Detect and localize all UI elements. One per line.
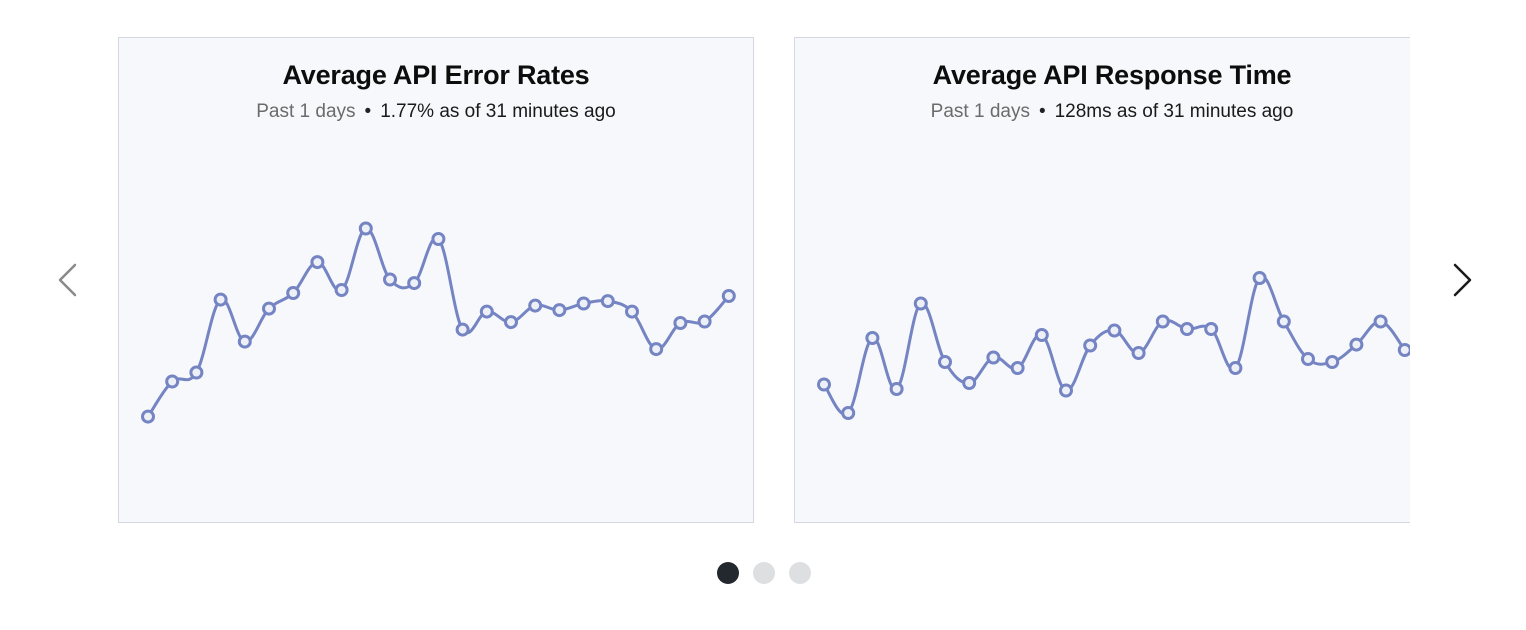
series-line	[822, 275, 1407, 416]
data-point[interactable]	[600, 294, 615, 309]
pagination-dot[interactable]	[717, 562, 739, 584]
data-point[interactable]	[455, 322, 470, 337]
data-point[interactable]	[1010, 361, 1025, 375]
data-point[interactable]	[1034, 328, 1049, 342]
data-point[interactable]	[938, 355, 952, 369]
card-title: Average API Error Rates	[282, 60, 590, 90]
card-period: Past 1 days	[930, 101, 1030, 122]
chevron-left-icon	[58, 263, 77, 297]
data-point[interactable]	[1204, 322, 1219, 336]
data-point[interactable]	[962, 376, 977, 390]
data-point[interactable]	[479, 304, 494, 319]
carousel-prev-button[interactable]	[48, 258, 88, 302]
data-point[interactable]	[528, 298, 543, 313]
carousel-viewport: Average API Error Rates Past 1 days • 1.77…	[118, 37, 1410, 523]
error-rate-card[interactable]: Average API Error Rates Past 1 days • 1.77…	[118, 37, 754, 523]
data-point[interactable]	[286, 286, 301, 300]
card-subtitle: Past 1 days • 1.77% as of 31 minutes ago	[119, 101, 753, 123]
data-point[interactable]	[1131, 346, 1146, 360]
data-point[interactable]	[1301, 352, 1315, 366]
data-point[interactable]	[504, 315, 518, 330]
card-separator: •	[364, 101, 372, 122]
data-point[interactable]	[262, 301, 276, 316]
data-point[interactable]	[1397, 343, 1410, 357]
data-point[interactable]	[358, 221, 373, 236]
data-point[interactable]	[625, 304, 639, 319]
data-point[interactable]	[697, 314, 712, 329]
data-point[interactable]	[1107, 323, 1122, 338]
data-point[interactable]	[141, 409, 155, 424]
data-point[interactable]	[649, 342, 664, 357]
data-point[interactable]	[1325, 355, 1340, 369]
error-rate-sparkline	[141, 221, 736, 424]
data-point[interactable]	[431, 232, 446, 246]
data-point[interactable]	[1373, 314, 1388, 329]
data-point[interactable]	[721, 289, 736, 303]
data-point[interactable]	[576, 296, 591, 311]
data-point[interactable]	[1180, 322, 1194, 336]
data-point[interactable]	[237, 334, 252, 349]
response-time-card[interactable]: Average API Response Time Past 1 days • 12…	[794, 37, 1410, 523]
response-time-sparkline	[817, 271, 1410, 420]
data-point[interactable]	[383, 272, 397, 287]
data-point[interactable]	[673, 316, 688, 330]
carousel-next-button[interactable]	[1442, 258, 1482, 302]
data-point[interactable]	[817, 377, 831, 392]
data-point[interactable]	[1252, 271, 1267, 285]
data-point[interactable]	[165, 374, 180, 389]
card-separator: •	[1038, 101, 1046, 122]
data-point[interactable]	[189, 365, 204, 380]
series-line	[146, 227, 731, 419]
data-point[interactable]	[310, 255, 325, 270]
card-subtitle: Past 1 days • 128ms as of 31 minutes ago	[795, 101, 1410, 123]
data-point[interactable]	[986, 350, 1001, 365]
data-point[interactable]	[1059, 383, 1073, 398]
card-period: Past 1 days	[256, 101, 356, 122]
chevron-right-icon	[1453, 263, 1472, 297]
data-point[interactable]	[889, 382, 904, 396]
data-point[interactable]	[841, 406, 856, 420]
data-point[interactable]	[913, 296, 928, 311]
data-point[interactable]	[213, 292, 228, 307]
data-point[interactable]	[1083, 338, 1098, 353]
card-status: 128ms as of 31 minutes ago	[1054, 101, 1294, 122]
data-point[interactable]	[1349, 337, 1364, 352]
data-point[interactable]	[407, 276, 422, 291]
card-status: 1.77% as of 31 minutes ago	[380, 101, 616, 122]
data-point[interactable]	[334, 283, 349, 297]
data-point[interactable]	[1155, 314, 1170, 329]
pagination-dot[interactable]	[789, 562, 811, 584]
data-point[interactable]	[1228, 361, 1243, 375]
pagination-dot[interactable]	[753, 562, 775, 584]
card-title: Average API Response Time	[932, 60, 1292, 90]
data-point[interactable]	[1276, 314, 1291, 329]
data-point[interactable]	[865, 331, 880, 345]
data-point[interactable]	[552, 303, 567, 318]
